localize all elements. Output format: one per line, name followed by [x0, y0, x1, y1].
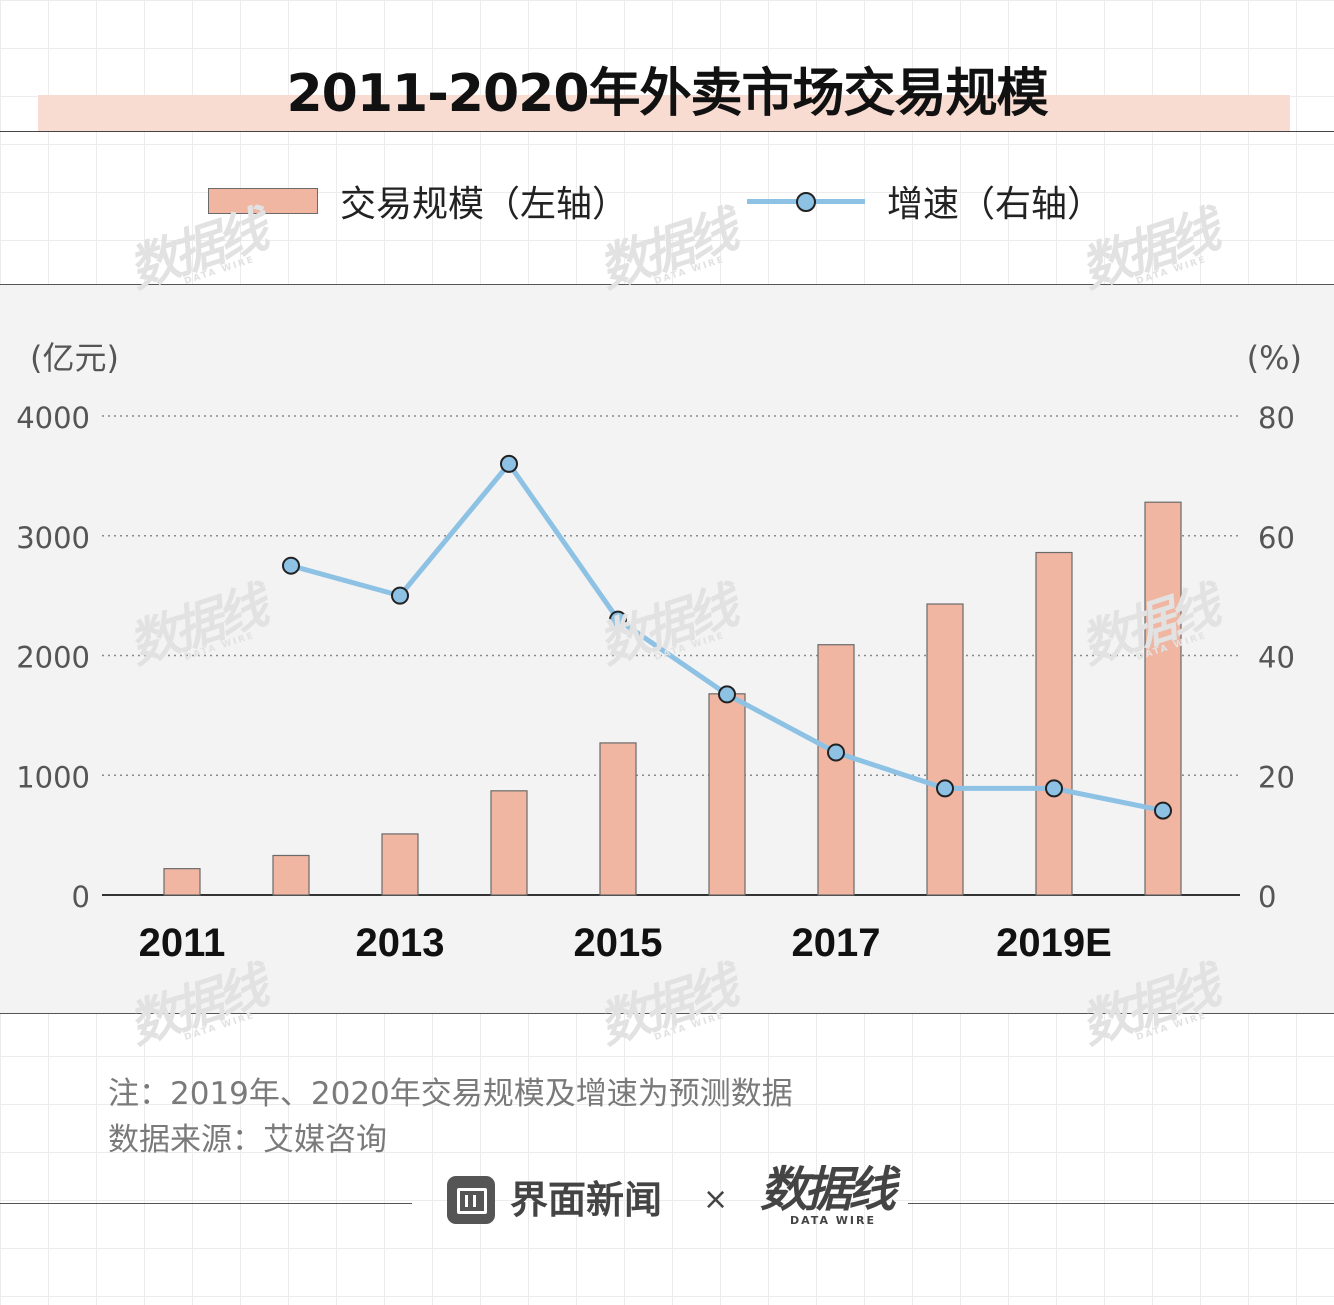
jiemian-logo-icon	[447, 1176, 495, 1224]
bar	[708, 693, 746, 896]
growth-point	[500, 454, 518, 473]
legend-item-line: 增速（右轴）	[747, 176, 1103, 226]
y-right-tick-label: 0	[1258, 880, 1276, 914]
growth-point	[282, 556, 300, 575]
growth-point	[1154, 801, 1172, 820]
bar	[163, 868, 201, 896]
title-band	[38, 95, 1290, 131]
x-tick-label: 2019E	[996, 921, 1112, 965]
x-tick-label: 2013	[356, 921, 445, 965]
bar	[1035, 551, 1073, 896]
bar	[599, 742, 637, 896]
y-right-tick-label: 80	[1258, 401, 1295, 435]
growth-point	[936, 779, 954, 798]
datawire-logo-text: 数据线	[760, 1162, 896, 1218]
brand-name: 界面新闻	[510, 1178, 663, 1222]
datawire-logo-sub: DATA WIRE	[790, 1214, 876, 1227]
bar	[381, 833, 419, 896]
bar	[817, 644, 855, 896]
y-left-tick-label: 0	[72, 880, 90, 914]
legend-line-swatch	[747, 186, 865, 216]
growth-point	[609, 610, 627, 629]
x-tick-label: 2017	[792, 921, 881, 965]
growth-point	[1045, 779, 1063, 798]
bar	[272, 854, 310, 896]
legend-bar-label: 交易规模（左轴）	[340, 184, 629, 225]
chart-svg: 0 0 1000 20 2000 40 3000 60 4000 80 (亿元) (%) 2011 201…	[16, 339, 1302, 965]
y-right-tick-label: 40	[1258, 641, 1295, 675]
times-symbol: ×	[703, 1182, 729, 1217]
y-right-unit: (%)	[1247, 339, 1302, 377]
legend-bar-swatch	[208, 188, 318, 214]
x-tick-label: 2011	[139, 921, 226, 965]
growth-point	[827, 743, 845, 762]
bar	[1144, 501, 1182, 896]
forecast-note: 注：2019年、2020年交易规模及增速为预测数据	[108, 1076, 793, 1112]
title-rule	[0, 131, 1334, 132]
x-tick-label: 2015	[574, 921, 663, 965]
legend-item-bars: 交易规模（左轴）	[208, 176, 628, 226]
growth-point	[718, 685, 736, 704]
y-left-tick-label: 4000	[16, 401, 90, 435]
chart-panel: 0 0 1000 20 2000 40 3000 60 4000 80 (亿元) (%) 2011 201…	[0, 284, 1334, 1014]
legend-line-label: 增速（右轴）	[887, 184, 1104, 225]
footer-rule-left	[0, 1203, 412, 1204]
y-right-tick-label: 60	[1258, 521, 1295, 555]
y-right-tick-label: 20	[1258, 760, 1295, 794]
footer-rule-right	[908, 1203, 1334, 1204]
y-left-tick-label: 1000	[16, 760, 90, 794]
y-left-tick-label: 2000	[16, 641, 90, 675]
data-source: 数据来源：艾媒咨询	[108, 1122, 387, 1158]
growth-point	[391, 586, 409, 605]
bar	[490, 790, 528, 896]
y-left-tick-label: 3000	[16, 521, 90, 555]
datawire-logo: 数据线 DATA WIRE	[760, 1162, 896, 1227]
bar	[926, 603, 964, 896]
y-left-unit: (亿元)	[30, 339, 119, 377]
chart-title: 2011-2020年外卖市场交易规模	[286, 64, 1048, 124]
